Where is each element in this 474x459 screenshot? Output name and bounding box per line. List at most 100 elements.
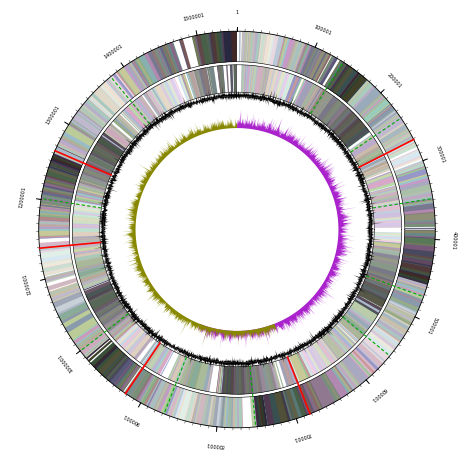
Polygon shape — [252, 66, 257, 93]
Polygon shape — [43, 265, 73, 273]
Polygon shape — [386, 139, 414, 155]
Polygon shape — [389, 299, 417, 313]
Polygon shape — [263, 34, 288, 67]
Polygon shape — [348, 343, 383, 378]
Polygon shape — [74, 206, 101, 211]
Polygon shape — [97, 302, 121, 319]
Polygon shape — [237, 366, 250, 394]
Polygon shape — [284, 390, 294, 420]
Polygon shape — [276, 37, 284, 67]
Polygon shape — [368, 106, 395, 128]
Polygon shape — [337, 363, 357, 389]
Polygon shape — [78, 329, 104, 351]
Polygon shape — [88, 341, 112, 362]
Polygon shape — [250, 66, 257, 93]
Polygon shape — [281, 358, 293, 386]
Polygon shape — [396, 279, 427, 292]
Polygon shape — [75, 196, 102, 206]
Polygon shape — [374, 218, 401, 225]
Polygon shape — [161, 153, 313, 306]
Polygon shape — [142, 377, 160, 406]
Polygon shape — [169, 354, 182, 381]
Polygon shape — [74, 199, 102, 208]
Polygon shape — [330, 64, 356, 95]
Polygon shape — [250, 366, 259, 393]
Polygon shape — [143, 86, 170, 117]
Polygon shape — [401, 257, 433, 267]
Polygon shape — [218, 397, 225, 427]
Polygon shape — [370, 189, 397, 197]
Polygon shape — [388, 144, 417, 159]
Polygon shape — [402, 255, 433, 265]
Polygon shape — [403, 202, 434, 210]
Polygon shape — [298, 352, 311, 377]
Polygon shape — [100, 137, 124, 153]
Polygon shape — [125, 330, 148, 355]
Polygon shape — [295, 386, 307, 416]
Polygon shape — [39, 213, 70, 227]
Polygon shape — [61, 306, 88, 321]
Polygon shape — [373, 241, 401, 253]
Polygon shape — [339, 362, 359, 387]
Polygon shape — [335, 113, 356, 134]
Polygon shape — [273, 36, 287, 67]
Polygon shape — [404, 213, 435, 227]
Polygon shape — [386, 306, 413, 321]
Polygon shape — [82, 174, 108, 184]
Polygon shape — [264, 394, 274, 425]
Polygon shape — [317, 338, 338, 363]
Polygon shape — [289, 41, 303, 71]
Polygon shape — [234, 65, 237, 92]
Polygon shape — [91, 152, 116, 167]
Polygon shape — [306, 375, 335, 410]
Polygon shape — [365, 331, 395, 358]
Polygon shape — [151, 45, 175, 78]
Polygon shape — [372, 325, 400, 347]
Polygon shape — [285, 75, 302, 103]
Polygon shape — [349, 301, 378, 324]
Polygon shape — [73, 207, 101, 212]
Polygon shape — [293, 79, 306, 105]
Polygon shape — [65, 313, 101, 346]
Polygon shape — [372, 329, 397, 348]
Polygon shape — [221, 397, 235, 428]
Polygon shape — [201, 68, 211, 95]
Polygon shape — [258, 33, 273, 65]
Polygon shape — [278, 358, 295, 386]
Polygon shape — [183, 359, 194, 386]
Polygon shape — [137, 374, 154, 402]
Polygon shape — [86, 284, 112, 298]
Polygon shape — [328, 366, 353, 396]
Text: 100001: 100001 — [313, 24, 332, 36]
Polygon shape — [182, 73, 192, 100]
Polygon shape — [132, 336, 152, 359]
Polygon shape — [78, 184, 105, 192]
Polygon shape — [324, 330, 350, 357]
Polygon shape — [101, 129, 128, 152]
Polygon shape — [383, 296, 419, 326]
Polygon shape — [361, 158, 388, 174]
Polygon shape — [333, 112, 363, 140]
Polygon shape — [258, 33, 266, 63]
Polygon shape — [307, 344, 328, 371]
Polygon shape — [374, 238, 401, 241]
Polygon shape — [84, 159, 113, 179]
Polygon shape — [129, 333, 153, 360]
Polygon shape — [90, 148, 118, 167]
Polygon shape — [210, 32, 227, 63]
Polygon shape — [346, 308, 372, 330]
Polygon shape — [113, 119, 135, 140]
Polygon shape — [200, 363, 212, 392]
Polygon shape — [394, 274, 428, 300]
Polygon shape — [387, 140, 415, 156]
Polygon shape — [105, 72, 136, 104]
Polygon shape — [361, 278, 391, 299]
Polygon shape — [188, 72, 198, 99]
Polygon shape — [91, 139, 122, 165]
Polygon shape — [182, 73, 193, 100]
Polygon shape — [179, 390, 196, 422]
Polygon shape — [255, 396, 261, 427]
Polygon shape — [58, 132, 91, 157]
Polygon shape — [322, 372, 341, 401]
Polygon shape — [400, 267, 430, 276]
